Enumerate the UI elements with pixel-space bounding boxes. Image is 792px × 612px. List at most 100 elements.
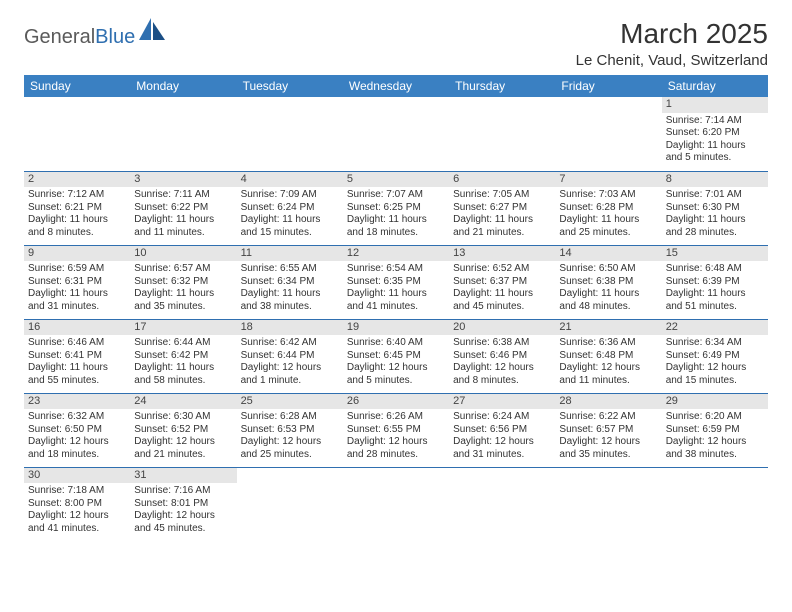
cell-sunrise: Sunrise: 6:34 AM <box>666 337 764 350</box>
calendar-cell: 18Sunrise: 6:42 AMSunset: 6:44 PMDayligh… <box>237 319 343 393</box>
day-number: 31 <box>130 468 236 484</box>
cell-daylight: Daylight: 11 hours and 18 minutes. <box>347 214 445 239</box>
weekday-header: Thursday <box>449 75 555 97</box>
cell-sunrise: Sunrise: 6:44 AM <box>134 337 232 350</box>
cell-sunset: Sunset: 6:22 PM <box>134 202 232 215</box>
day-number: 5 <box>343 172 449 188</box>
day-number: 23 <box>24 394 130 410</box>
cell-sunset: Sunset: 6:42 PM <box>134 350 232 363</box>
day-number: 2 <box>24 172 130 188</box>
cell-daylight: Daylight: 11 hours and 11 minutes. <box>134 214 232 239</box>
cell-daylight: Daylight: 11 hours and 31 minutes. <box>28 288 126 313</box>
cell-daylight: Daylight: 12 hours and 1 minute. <box>241 362 339 387</box>
cell-daylight: Daylight: 11 hours and 35 minutes. <box>134 288 232 313</box>
calendar-cell: 21Sunrise: 6:36 AMSunset: 6:48 PMDayligh… <box>555 319 661 393</box>
cell-sunset: Sunset: 6:53 PM <box>241 424 339 437</box>
day-number: 3 <box>130 172 236 188</box>
day-number: 13 <box>449 246 555 262</box>
cell-sunset: Sunset: 6:20 PM <box>666 127 764 140</box>
cell-sunset: Sunset: 6:37 PM <box>453 276 551 289</box>
cell-sunrise: Sunrise: 6:32 AM <box>28 411 126 424</box>
day-number: 9 <box>24 246 130 262</box>
cell-sunset: Sunset: 6:39 PM <box>666 276 764 289</box>
cell-sunset: Sunset: 6:30 PM <box>666 202 764 215</box>
day-number: 30 <box>24 468 130 484</box>
cell-sunrise: Sunrise: 7:03 AM <box>559 189 657 202</box>
calendar-cell: 23Sunrise: 6:32 AMSunset: 6:50 PMDayligh… <box>24 393 130 467</box>
calendar-cell: 13Sunrise: 6:52 AMSunset: 6:37 PMDayligh… <box>449 245 555 319</box>
cell-sunset: Sunset: 6:46 PM <box>453 350 551 363</box>
cell-sunrise: Sunrise: 6:24 AM <box>453 411 551 424</box>
calendar-cell: . <box>449 97 555 171</box>
calendar-cell: 15Sunrise: 6:48 AMSunset: 6:39 PMDayligh… <box>662 245 768 319</box>
cell-daylight: Daylight: 12 hours and 21 minutes. <box>134 436 232 461</box>
calendar-row: 9Sunrise: 6:59 AMSunset: 6:31 PMDaylight… <box>24 245 768 319</box>
calendar-cell: . <box>662 467 768 541</box>
cell-sunset: Sunset: 6:35 PM <box>347 276 445 289</box>
calendar-cell: 8Sunrise: 7:01 AMSunset: 6:30 PMDaylight… <box>662 171 768 245</box>
cell-sunset: Sunset: 6:28 PM <box>559 202 657 215</box>
calendar-cell: 26Sunrise: 6:26 AMSunset: 6:55 PMDayligh… <box>343 393 449 467</box>
cell-sunset: Sunset: 6:41 PM <box>28 350 126 363</box>
logo-text-blue: Blue <box>95 26 135 49</box>
calendar-cell: 1Sunrise: 7:14 AMSunset: 6:20 PMDaylight… <box>662 97 768 171</box>
cell-sunset: Sunset: 6:55 PM <box>347 424 445 437</box>
cell-sunrise: Sunrise: 6:59 AM <box>28 263 126 276</box>
cell-sunrise: Sunrise: 6:48 AM <box>666 263 764 276</box>
day-number: 11 <box>237 246 343 262</box>
cell-sunrise: Sunrise: 6:50 AM <box>559 263 657 276</box>
calendar-cell: 12Sunrise: 6:54 AMSunset: 6:35 PMDayligh… <box>343 245 449 319</box>
cell-daylight: Daylight: 11 hours and 58 minutes. <box>134 362 232 387</box>
calendar-cell: 30Sunrise: 7:18 AMSunset: 8:00 PMDayligh… <box>24 467 130 541</box>
title-block: March 2025 Le Chenit, Vaud, Switzerland <box>576 18 768 69</box>
calendar-cell: 2Sunrise: 7:12 AMSunset: 6:21 PMDaylight… <box>24 171 130 245</box>
cell-sunset: Sunset: 6:52 PM <box>134 424 232 437</box>
header: GeneralBlue March 2025 Le Chenit, Vaud, … <box>24 18 768 69</box>
day-number: 24 <box>130 394 236 410</box>
calendar-row: 2Sunrise: 7:12 AMSunset: 6:21 PMDaylight… <box>24 171 768 245</box>
cell-daylight: Daylight: 12 hours and 11 minutes. <box>559 362 657 387</box>
calendar-cell: 19Sunrise: 6:40 AMSunset: 6:45 PMDayligh… <box>343 319 449 393</box>
calendar-cell: . <box>24 97 130 171</box>
logo-text-general: General <box>24 26 95 49</box>
cell-sunset: Sunset: 6:44 PM <box>241 350 339 363</box>
cell-sunrise: Sunrise: 6:55 AM <box>241 263 339 276</box>
cell-sunset: Sunset: 6:59 PM <box>666 424 764 437</box>
cell-daylight: Daylight: 11 hours and 41 minutes. <box>347 288 445 313</box>
cell-sunrise: Sunrise: 7:05 AM <box>453 189 551 202</box>
cell-sunrise: Sunrise: 6:20 AM <box>666 411 764 424</box>
cell-daylight: Daylight: 12 hours and 28 minutes. <box>347 436 445 461</box>
calendar-cell: 11Sunrise: 6:55 AMSunset: 6:34 PMDayligh… <box>237 245 343 319</box>
cell-sunset: Sunset: 8:00 PM <box>28 498 126 511</box>
calendar-row: 23Sunrise: 6:32 AMSunset: 6:50 PM Dayligh… <box>24 393 768 467</box>
cell-daylight: Daylight: 12 hours and 38 minutes. <box>666 436 764 461</box>
cell-sunset: Sunset: 6:48 PM <box>559 350 657 363</box>
cell-sunset: Sunset: 6:57 PM <box>559 424 657 437</box>
cell-daylight: Daylight: 11 hours and 8 minutes. <box>28 214 126 239</box>
calendar-cell: 20Sunrise: 6:38 AMSunset: 6:46 PMDayligh… <box>449 319 555 393</box>
calendar-cell: . <box>130 97 236 171</box>
calendar-cell: . <box>237 467 343 541</box>
day-number: 25 <box>237 394 343 410</box>
cell-sunset: Sunset: 6:50 PM <box>28 424 126 437</box>
cell-daylight: Daylight: 12 hours and 41 minutes. <box>28 510 126 535</box>
calendar-cell: 27Sunrise: 6:24 AMSunset: 6:56 PMDayligh… <box>449 393 555 467</box>
cell-sunrise: Sunrise: 6:42 AM <box>241 337 339 350</box>
weekday-header: Sunday <box>24 75 130 97</box>
cell-sunrise: Sunrise: 7:01 AM <box>666 189 764 202</box>
day-number: 14 <box>555 246 661 262</box>
cell-sunrise: Sunrise: 7:14 AM <box>666 115 764 128</box>
day-number: 6 <box>449 172 555 188</box>
cell-sunrise: Sunrise: 7:11 AM <box>134 189 232 202</box>
cell-daylight: Daylight: 12 hours and 31 minutes. <box>453 436 551 461</box>
cell-daylight: Daylight: 11 hours and 45 minutes. <box>453 288 551 313</box>
weekday-header: Friday <box>555 75 661 97</box>
calendar-cell: 7Sunrise: 7:03 AMSunset: 6:28 PMDaylight… <box>555 171 661 245</box>
logo: GeneralBlue <box>24 26 165 49</box>
day-number: 27 <box>449 394 555 410</box>
calendar-cell: 25Sunrise: 6:28 AMSunset: 6:53 PMDayligh… <box>237 393 343 467</box>
day-number: 20 <box>449 320 555 336</box>
cell-sunset: Sunset: 6:32 PM <box>134 276 232 289</box>
cell-sunrise: Sunrise: 7:16 AM <box>134 485 232 498</box>
day-number: 18 <box>237 320 343 336</box>
